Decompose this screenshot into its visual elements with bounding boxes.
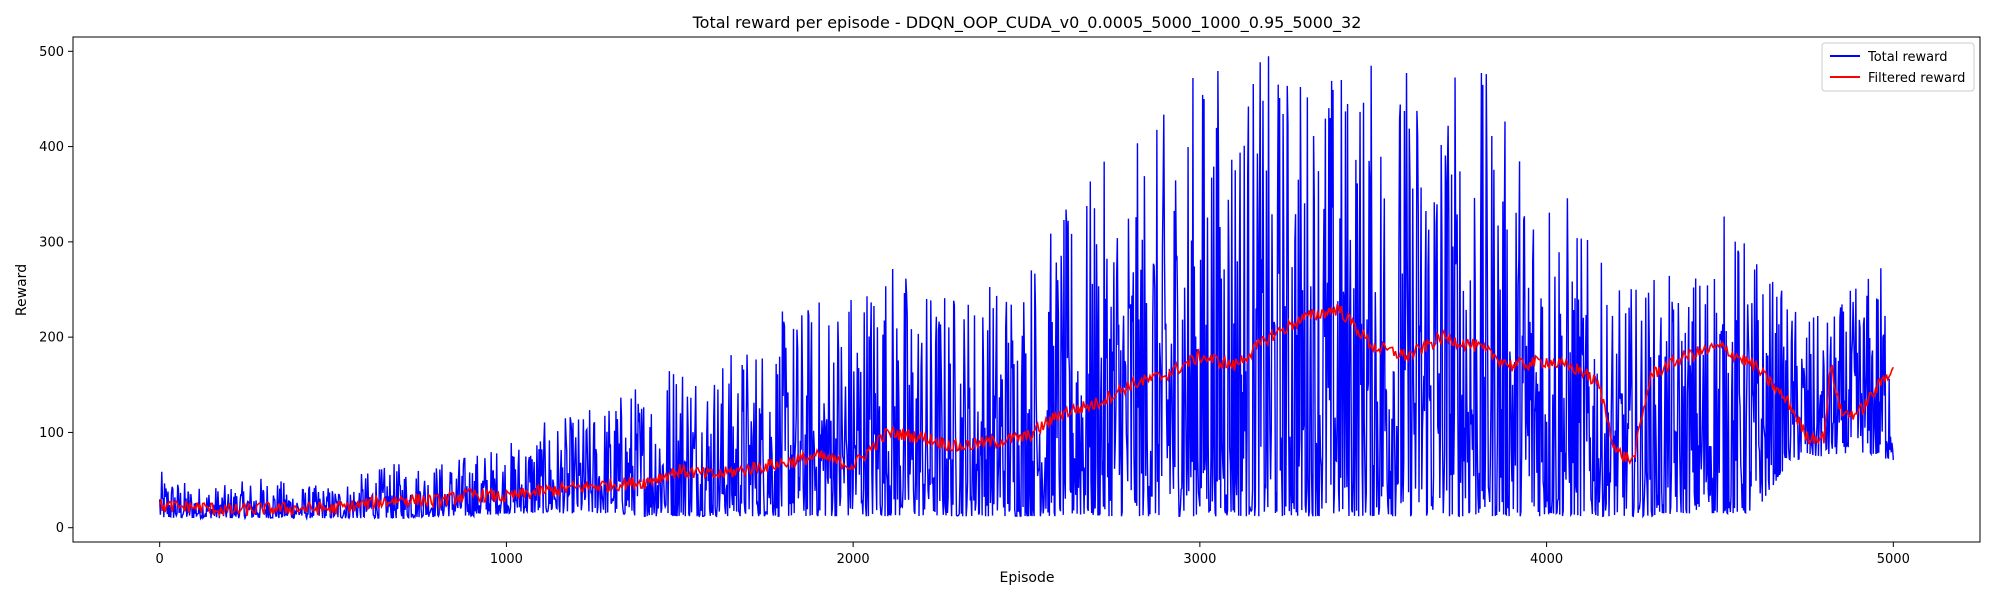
- y-axis-label: Reward: [14, 264, 30, 316]
- x-tick-label: 2000: [837, 552, 870, 567]
- y-axis: 0 100 200 300 400 500: [39, 45, 73, 536]
- x-axis-label: Episode: [1000, 570, 1055, 586]
- y-tick-label: 500: [39, 45, 64, 60]
- filtered-reward-series: [158, 303, 1895, 518]
- total-reward-series: [158, 56, 1895, 521]
- x-tick-label: 5000: [1877, 552, 1910, 567]
- filtered-reward-line: [158, 303, 1895, 518]
- y-tick-label: 300: [39, 235, 64, 250]
- x-tick-label: 0: [156, 552, 164, 567]
- chart-title: Total reward per episode - DDQN_OOP_CUDA…: [692, 13, 1362, 33]
- total-reward-line: [158, 56, 1895, 521]
- y-tick-label: 0: [56, 521, 64, 536]
- legend: Total reward Filtered reward: [1821, 42, 1975, 92]
- x-axis: 0 1000 2000 3000 4000 5000: [156, 542, 1910, 567]
- x-tick-label: 1000: [490, 552, 523, 567]
- y-tick-label: 200: [39, 331, 64, 346]
- legend-label-filtered-reward: Filtered reward: [1868, 71, 1965, 86]
- x-tick-label: 3000: [1183, 552, 1216, 567]
- x-tick-label: 4000: [1530, 552, 1563, 567]
- legend-label-total-reward: Total reward: [1867, 50, 1948, 65]
- y-tick-label: 100: [39, 426, 64, 441]
- y-tick-label: 400: [39, 140, 64, 155]
- plot-frame: [72, 36, 1981, 543]
